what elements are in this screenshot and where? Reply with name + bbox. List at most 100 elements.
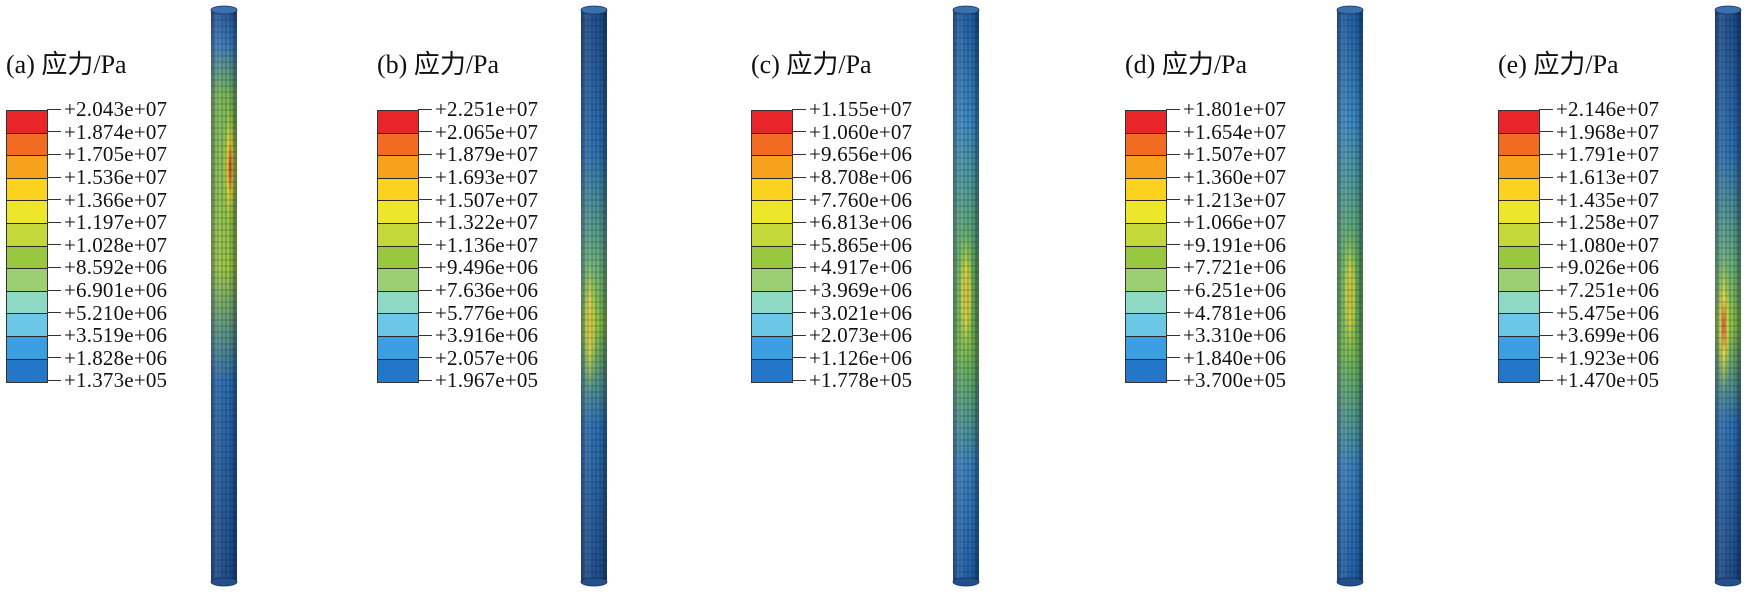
legend-tick: +7.760e+06 — [792, 188, 912, 211]
legend-tick: +1.155e+07 — [792, 98, 912, 121]
legend-swatch — [1126, 336, 1166, 360]
tick-mark — [792, 379, 806, 381]
legend-tick-label: +2.043e+07 — [64, 97, 168, 122]
legend-tick-label: +1.360e+07 — [1183, 165, 1287, 190]
legend-tick-label: +1.874e+07 — [64, 119, 168, 144]
legend-tick-label: +7.760e+06 — [809, 187, 913, 212]
legend-tick: +9.191e+06 — [1166, 234, 1286, 257]
tick-mark — [418, 199, 432, 201]
legend-tick: +1.967e+05 — [418, 369, 538, 392]
legend-tick: +5.776e+06 — [418, 301, 538, 324]
legend-tick-label: +1.126e+06 — [809, 345, 913, 370]
legend-tick-label: +1.028e+07 — [64, 232, 168, 257]
tick-mark — [47, 379, 61, 381]
legend-tick: +1.613e+07 — [1539, 166, 1659, 189]
legend-tick: +7.721e+06 — [1166, 256, 1286, 279]
legend-tick: +1.778e+05 — [792, 369, 912, 392]
legend-tick: +3.700e+05 — [1166, 369, 1286, 392]
legend-swatch — [378, 246, 418, 270]
tick-mark — [1539, 153, 1553, 155]
legend-tick: +3.021e+06 — [792, 301, 912, 324]
legend-tick-label: +3.916e+06 — [435, 323, 539, 348]
legend-tick: +1.507e+07 — [1166, 143, 1286, 166]
legend-swatch — [378, 111, 418, 134]
legend-tick: +7.636e+06 — [418, 279, 538, 302]
tick-mark — [418, 176, 432, 178]
legend-tick: +1.840e+06 — [1166, 347, 1286, 370]
legend-swatch — [1126, 314, 1166, 337]
color-legend-bar — [377, 110, 419, 384]
tick-mark — [1539, 266, 1553, 268]
legend-tick-label: +2.057e+06 — [435, 345, 539, 370]
legend-tick: +1.360e+07 — [1166, 166, 1286, 189]
legend-tick-label: +1.366e+07 — [64, 187, 168, 212]
legend-tick: +7.251e+06 — [1539, 279, 1659, 302]
legend-tick: +6.901e+06 — [47, 279, 167, 302]
legend-tick: +1.066e+07 — [1166, 211, 1286, 234]
color-legend-bar — [1125, 110, 1167, 384]
legend-tick: +2.057e+06 — [418, 347, 538, 370]
legend-tick-label: +4.781e+06 — [1183, 300, 1287, 325]
legend-swatch — [7, 111, 47, 134]
legend-tick: +5.210e+06 — [47, 301, 167, 324]
panel-title: (b) 应力/Pa — [377, 50, 500, 79]
tick-mark — [47, 266, 61, 268]
legend-tick: +6.251e+06 — [1166, 279, 1286, 302]
legend-tick-label: +7.251e+06 — [1556, 278, 1660, 303]
legend-tick: +1.366e+07 — [47, 188, 167, 211]
legend-tick-label: +1.791e+07 — [1556, 142, 1660, 167]
tick-mark — [418, 334, 432, 336]
legend-tick-label: +2.065e+07 — [435, 119, 539, 144]
legend-tick: +1.213e+07 — [1166, 188, 1286, 211]
legend-tick-label: +4.917e+06 — [809, 255, 913, 280]
color-legend-bar — [6, 110, 48, 384]
legend-tick-label: +1.155e+07 — [809, 97, 913, 122]
tick-mark — [1166, 176, 1180, 178]
legend-swatch — [1499, 269, 1539, 292]
legend-tick: +9.656e+06 — [792, 143, 912, 166]
tick-mark — [1166, 357, 1180, 359]
tick-mark — [792, 312, 806, 314]
legend-tick-label: +6.251e+06 — [1183, 278, 1287, 303]
legend-tick: +1.705e+07 — [47, 143, 167, 166]
tick-mark — [47, 176, 61, 178]
legend-tick: +1.879e+07 — [418, 143, 538, 166]
legend-swatch — [752, 133, 792, 157]
legend-tick-label: +6.813e+06 — [809, 210, 913, 235]
tick-mark — [792, 357, 806, 359]
legend-tick: +1.536e+07 — [47, 166, 167, 189]
tick-mark — [1166, 153, 1180, 155]
legend-tick-label: +3.021e+06 — [809, 300, 913, 325]
legend-swatch — [1499, 291, 1539, 315]
panel-title: (a) 应力/Pa — [6, 50, 127, 79]
legend-swatch — [7, 359, 47, 383]
legend-swatch — [752, 314, 792, 337]
legend-tick: +9.026e+06 — [1539, 256, 1659, 279]
legend-swatch — [752, 156, 792, 179]
legend-tick-label: +3.519e+06 — [64, 323, 168, 348]
legend-swatch — [7, 201, 47, 224]
legend-swatch — [752, 269, 792, 292]
column-top-cap — [952, 5, 980, 15]
legend-swatch — [1126, 291, 1166, 315]
legend-tick-label: +9.656e+06 — [809, 142, 913, 167]
legend-tick-label: +1.435e+07 — [1556, 187, 1660, 212]
tick-mark — [418, 244, 432, 246]
legend-tick: +1.693e+07 — [418, 166, 538, 189]
legend-tick: +1.791e+07 — [1539, 143, 1659, 166]
column-stress-contour — [952, 5, 980, 587]
legend-tick: +2.073e+06 — [792, 324, 912, 347]
tick-mark — [1539, 379, 1553, 381]
legend-tick: +2.146e+07 — [1539, 98, 1659, 121]
legend-tick-label: +1.507e+07 — [435, 187, 539, 212]
legend-tick: +1.654e+07 — [1166, 121, 1286, 144]
tick-mark — [792, 131, 806, 133]
legend-tick-label: +1.470e+05 — [1556, 368, 1660, 393]
legend-swatch — [1126, 246, 1166, 270]
legend-tick-label: +7.721e+06 — [1183, 255, 1287, 280]
legend-tick-label: +9.496e+06 — [435, 255, 539, 280]
legend-tick-label: +9.026e+06 — [1556, 255, 1660, 280]
legend-swatch — [1126, 201, 1166, 224]
legend-swatch — [378, 291, 418, 315]
legend-tick: +1.435e+07 — [1539, 188, 1659, 211]
